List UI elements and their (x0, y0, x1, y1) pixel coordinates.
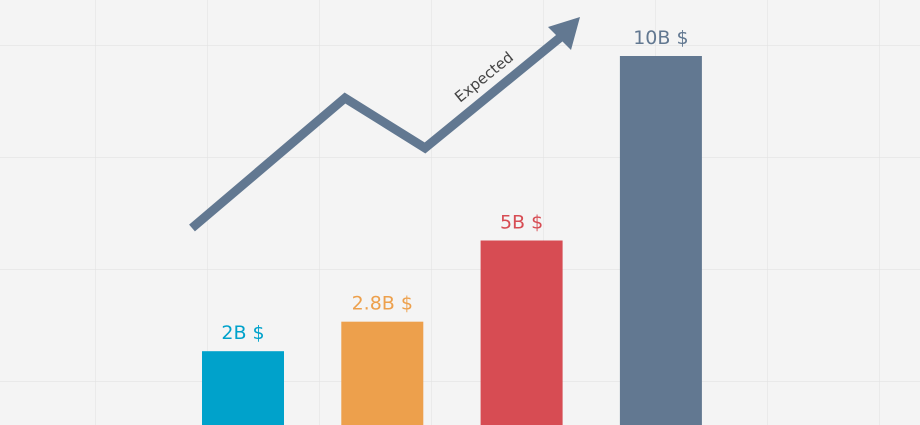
bar (480, 240, 563, 425)
value-label: 10B $ (633, 27, 688, 49)
bar (341, 321, 424, 425)
value-label: 5B $ (500, 212, 543, 234)
arrow-head (548, 17, 580, 50)
value-label: 2B $ (221, 322, 264, 344)
bar (202, 351, 284, 425)
value-label: 2.8B $ (352, 293, 413, 315)
trend-arrow (189, 32, 565, 232)
bars: 2B $ 2.8B $ 5B $ 10B $ (202, 27, 702, 425)
bar (619, 56, 702, 425)
